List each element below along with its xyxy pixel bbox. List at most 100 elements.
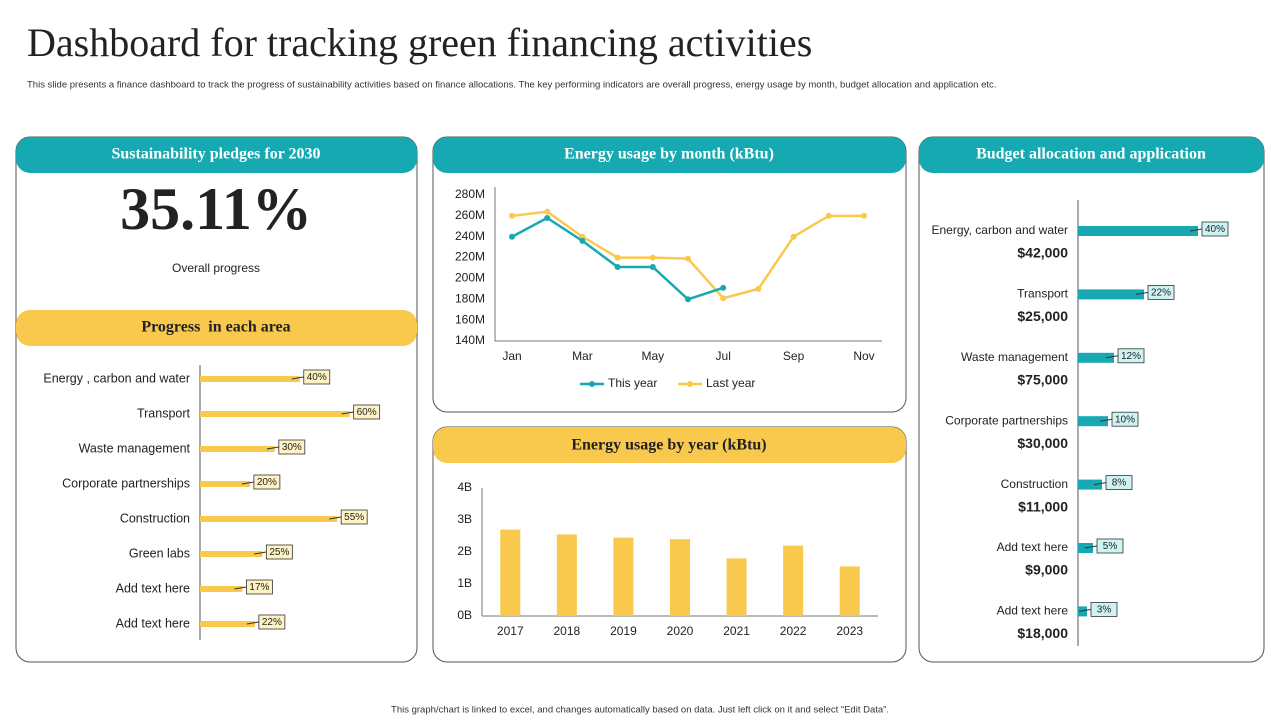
panel — [918, 136, 1265, 663]
point — [861, 212, 867, 219]
point — [790, 233, 797, 240]
value-label-box — [245, 579, 273, 595]
point — [509, 212, 515, 219]
x-tick-label: 2022 — [780, 624, 807, 638]
panel-title: Budget allocation and application — [976, 146, 1206, 163]
point — [720, 295, 727, 302]
category-label: Energy, carbon and water — [931, 223, 1068, 237]
bar — [556, 534, 577, 616]
label-leader — [246, 621, 259, 625]
bar — [1078, 606, 1087, 617]
category-label: Green labs — [129, 546, 190, 560]
label-leader — [1078, 608, 1092, 612]
x-tick-label: 2018 — [554, 624, 581, 638]
page-subtitle: This slide presents a finance dashboard … — [27, 80, 996, 91]
panel-title: Sustainability pledges for 2030 — [111, 146, 320, 163]
panel-header — [16, 137, 417, 173]
panel — [432, 136, 907, 413]
category-label: Add text here — [997, 604, 1069, 618]
value-label: 25% — [269, 547, 289, 558]
value-label-box — [258, 614, 286, 630]
kpi-value: 35.11% — [120, 176, 312, 242]
panel-title: Progress in each area — [141, 319, 290, 336]
y-tick-label: 260M — [455, 208, 485, 222]
label-leader — [241, 481, 254, 485]
amount-label: $18,000 — [1017, 625, 1068, 641]
point — [579, 237, 586, 244]
x-tick-label: Mar — [572, 349, 593, 363]
x-tick-label: 2021 — [723, 624, 750, 638]
x-tick-label: Sep — [783, 349, 805, 363]
label-leader — [291, 376, 304, 380]
category-label: Add text here — [116, 581, 190, 595]
bar — [1078, 289, 1144, 300]
bar — [200, 551, 263, 557]
amount-label: $75,000 — [1017, 372, 1068, 388]
panel-header — [433, 137, 906, 173]
label-leader — [234, 586, 247, 590]
legend-swatch — [687, 381, 693, 387]
bar — [200, 481, 250, 487]
category-label: Waste management — [961, 350, 1069, 364]
bar — [1078, 226, 1198, 236]
bar — [200, 621, 255, 627]
panel-title: Energy usage by year (kBtu) — [571, 437, 766, 454]
point — [649, 254, 656, 261]
bar — [1078, 352, 1114, 363]
point — [720, 284, 727, 291]
category-label: Construction — [1001, 477, 1068, 491]
value-label: 20% — [257, 477, 277, 488]
point — [614, 254, 621, 261]
bar — [1078, 416, 1108, 427]
category-label: Construction — [120, 511, 190, 525]
bar — [726, 558, 747, 616]
y-tick-label: 4B — [457, 480, 472, 494]
value-label-box — [303, 369, 331, 385]
bar — [200, 376, 300, 382]
bar — [670, 539, 690, 616]
label-leader — [1084, 545, 1098, 549]
category-label: Corporate partnerships — [945, 413, 1068, 427]
y-tick-label: 200M — [455, 271, 485, 285]
value-label: 55% — [344, 512, 364, 523]
point — [579, 233, 586, 240]
amount-label: $42,000 — [1017, 245, 1068, 261]
bar — [200, 586, 243, 592]
x-tick-label: Nov — [853, 349, 874, 363]
value-label-box — [1111, 411, 1139, 427]
bar — [200, 516, 338, 522]
panel-header — [433, 427, 906, 463]
value-label: 8% — [1112, 478, 1127, 489]
x-tick-label: May — [641, 349, 664, 363]
panel-header — [16, 310, 417, 346]
bar — [200, 411, 350, 417]
value-label-box — [340, 509, 368, 525]
legend-swatch — [589, 381, 595, 387]
y-tick-label: 140M — [455, 333, 485, 347]
value-label-box — [1105, 475, 1133, 491]
y-tick-label: 2B — [457, 544, 472, 558]
x-tick-label: Jan — [502, 349, 521, 363]
y-tick-label: 0B — [457, 608, 472, 622]
point — [755, 285, 762, 292]
label-leader — [1135, 291, 1149, 295]
y-tick-label: 240M — [455, 229, 485, 243]
label-leader — [1099, 418, 1113, 422]
point — [544, 208, 551, 215]
value-label-box — [253, 474, 281, 490]
amount-label: $11,000 — [1018, 498, 1068, 514]
value-label-box — [1201, 221, 1229, 237]
label-leader — [1105, 355, 1119, 359]
category-label: Add text here — [116, 616, 190, 630]
x-tick-label: 2019 — [610, 624, 637, 638]
legend-label: Last year — [706, 376, 755, 390]
value-label-box — [353, 404, 381, 420]
value-label: 17% — [249, 582, 269, 593]
legend-label: This year — [608, 376, 657, 390]
bar — [839, 566, 860, 616]
category-label: Waste management — [79, 441, 191, 455]
bar — [1078, 479, 1102, 490]
value-label: 22% — [262, 617, 282, 628]
page-title: Dashboard for tracking green financing a… — [27, 20, 812, 65]
